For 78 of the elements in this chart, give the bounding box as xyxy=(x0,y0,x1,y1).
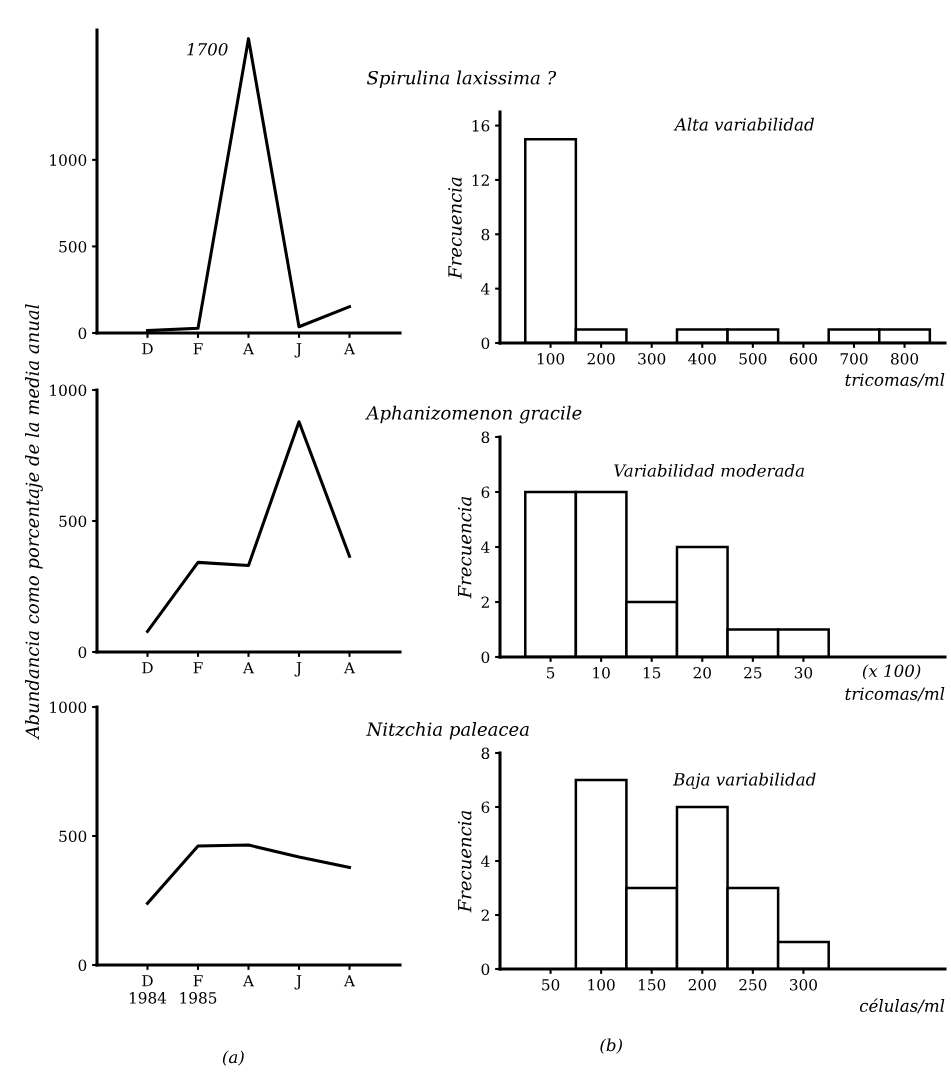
x-tick-label: 25 xyxy=(744,666,762,679)
y-axis-title: Frecuencia xyxy=(457,496,472,599)
x-tick-label: 15 xyxy=(643,666,661,679)
x-tick-label: F xyxy=(193,662,203,674)
x-tick-label: D xyxy=(142,662,153,674)
x-tick-label: 200 xyxy=(688,978,716,991)
x-tick-label: 800 xyxy=(890,352,919,365)
y-tick-label: 4 xyxy=(481,283,490,295)
y-tick-label: 16 xyxy=(472,120,490,132)
y-tick-label: 8 xyxy=(481,228,490,241)
y-tick-label: 0 xyxy=(78,646,87,659)
y-tick-label: 4 xyxy=(481,855,490,867)
x-tick-label: 100 xyxy=(537,352,565,365)
chart-title: Aphanizomenon gracile xyxy=(365,405,582,424)
y-tick-label: 8 xyxy=(481,747,490,760)
y-tick-label: 8 xyxy=(481,431,490,444)
y-axis-title: Frecuencia xyxy=(448,177,462,280)
x-tick-label: D xyxy=(142,343,153,355)
x-tick-label: J xyxy=(294,662,302,677)
y-tick-label: 6 xyxy=(481,486,490,499)
y-tick-label: 6 xyxy=(481,801,490,814)
x-tick-label: A xyxy=(343,662,356,674)
line-series xyxy=(145,843,352,905)
x-tick-label: A xyxy=(242,662,255,674)
x-tick-label: 200 xyxy=(587,352,615,365)
y-tick-label: 0 xyxy=(78,327,87,340)
x-tick-label: F 1985 xyxy=(180,975,217,1004)
x-tick-label: 300 xyxy=(638,352,666,365)
y-tick-label: 2 xyxy=(481,909,489,921)
x-tick-label: A xyxy=(343,343,356,355)
y-tick-label: 0 xyxy=(78,959,87,972)
x-axis-title: tricomas/ml xyxy=(845,373,945,388)
y-tick-label: 4 xyxy=(481,541,490,553)
x-tick-label: J xyxy=(294,975,302,990)
y-tick-label: 0 xyxy=(481,963,490,976)
text: (b) xyxy=(600,1038,623,1054)
y-tick-label: 500 xyxy=(59,240,87,253)
chart-title: Spirulina laxissima ? xyxy=(367,70,557,89)
x-tick-label: 5 xyxy=(547,667,555,679)
y-tick-label: 1000 xyxy=(50,384,87,397)
text: (a) xyxy=(222,1050,244,1066)
x-tick-label: A xyxy=(242,975,255,987)
y-tick-label: 0 xyxy=(481,337,490,350)
x-axis-title: células/ml xyxy=(859,998,945,1014)
annotation: Variabilidad moderada xyxy=(614,463,804,477)
x-tick-label: 10 xyxy=(593,666,610,679)
y-tick-label: 12 xyxy=(472,174,489,186)
annotation: Alta variabilidad xyxy=(673,117,814,131)
y-tick-label: 500 xyxy=(59,515,87,528)
x-tick-label: 600 xyxy=(789,352,817,365)
line-series xyxy=(145,420,352,633)
x-tick-label: 20 xyxy=(693,666,711,679)
annotation: Baja variabilidad xyxy=(672,772,816,790)
x-tick-label: 50 xyxy=(542,978,560,991)
x-tick-label: 100 xyxy=(588,978,615,991)
y-tick-label: 0 xyxy=(481,651,490,664)
y-tick-label: 500 xyxy=(59,830,87,843)
y-axis-title: Frecuencia xyxy=(457,810,472,913)
x-axis-title: tricomas/ml xyxy=(845,687,945,702)
x-tick-label: J xyxy=(294,343,302,358)
x-tick-label: 150 xyxy=(638,978,666,991)
x-tick-label: 500 xyxy=(739,352,767,365)
chart-title: Nitzchia paleacea xyxy=(366,722,529,740)
annotation: 1700 xyxy=(187,42,228,56)
x-tick-label: 30 xyxy=(794,666,813,679)
x-tick-label: A xyxy=(343,975,356,987)
x-tick-label: 700 xyxy=(840,352,868,365)
x-tick-label: 250 xyxy=(739,978,767,991)
x-tick-label: F xyxy=(193,343,203,355)
y-tick-label: 1000 xyxy=(50,701,87,714)
x-tick-label: A xyxy=(242,343,255,355)
y-tick-label: 1000 xyxy=(50,154,87,166)
x-tick-label: 400 xyxy=(688,352,716,365)
y-tick-label: 2 xyxy=(481,596,489,608)
x-tick-label: 300 xyxy=(789,978,817,991)
x-tick-label: D 1984 xyxy=(129,975,167,1004)
text: (x 100) xyxy=(862,664,921,680)
y-axis-title: Abundancia como porcentaje de la media anual xyxy=(25,304,43,740)
